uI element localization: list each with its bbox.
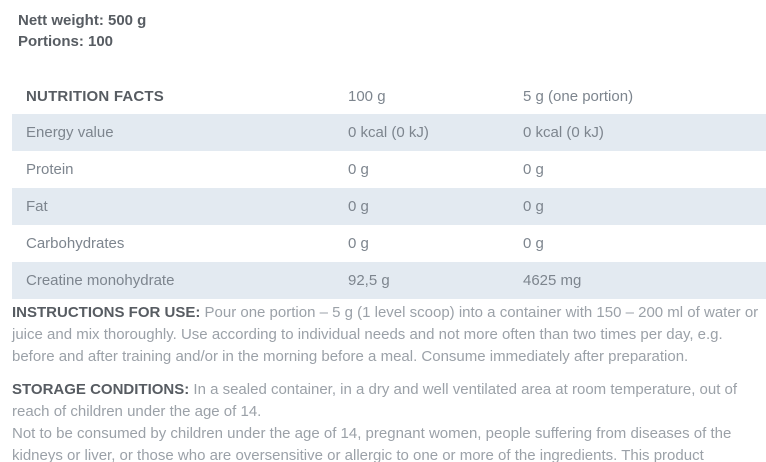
instructions-paragraph: INSTRUCTIONS FOR USE: Pour one portion –… (12, 302, 760, 368)
table-row-fat: Fat 0 g 0 g (12, 188, 766, 225)
storage-text: In a sealed container, in a dry and well… (12, 381, 738, 420)
product-meta: Nett weight: 500 g Portions: 100 (0, 0, 766, 52)
value-100g-cell: 0 g (348, 161, 369, 178)
table-row-energy-value: Energy value 0 kcal (0 kJ) 0 kcal (0 kJ) (12, 114, 766, 151)
table-row-creatine-monohydrate: Creatine monohydrate 92,5 g 4625 mg (12, 262, 766, 299)
nutrition-label-cell: Creatine monohydrate (26, 272, 175, 289)
instructions-title: INSTRUCTIONS FOR USE: (12, 304, 201, 321)
value-portion-cell: 0 g (523, 161, 544, 178)
nutrition-facts-table: NUTRITION FACTS 100 g 5 g (one portion) … (12, 78, 766, 299)
nutrition-label-cell: Fat (26, 198, 48, 215)
warning-text: Not to be consumed by children under the… (12, 425, 732, 462)
value-portion-cell: 0 g (523, 235, 544, 252)
value-100g-cell: 0 g (348, 235, 369, 252)
table-header-row: NUTRITION FACTS 100 g 5 g (one portion) (12, 78, 766, 114)
value-100g-cell: 0 g (348, 198, 369, 215)
storage-title: STORAGE CONDITIONS: (12, 381, 190, 398)
nett-weight-text: Nett weight: 500 g (18, 12, 147, 29)
storage-paragraph: STORAGE CONDITIONS: In a sealed containe… (12, 379, 760, 462)
value-100g-cell: 92,5 g (348, 272, 390, 289)
table-row-protein: Protein 0 g 0 g (12, 151, 766, 188)
table-row-carbohydrates: Carbohydrates 0 g 0 g (12, 225, 766, 262)
nutrition-label-cell: Energy value (26, 124, 114, 141)
nutrition-label-cell: Protein (26, 161, 74, 178)
nutrition-label-cell: Carbohydrates (26, 235, 125, 252)
instructions-text: Pour one portion – 5 g (1 level scoop) i… (12, 304, 759, 365)
value-portion-cell: 4625 mg (523, 272, 582, 289)
portions-text: Portions: 100 (18, 33, 114, 50)
value-portion-cell: 0 kcal (0 kJ) (523, 124, 604, 141)
value-100g-cell: 0 kcal (0 kJ) (348, 124, 429, 141)
column-header-100g: 100 g (348, 87, 386, 105)
value-portion-cell: 0 g (523, 198, 544, 215)
column-header-nutrition-facts: NUTRITION FACTS (26, 87, 164, 105)
column-header-portion: 5 g (one portion) (523, 87, 634, 105)
